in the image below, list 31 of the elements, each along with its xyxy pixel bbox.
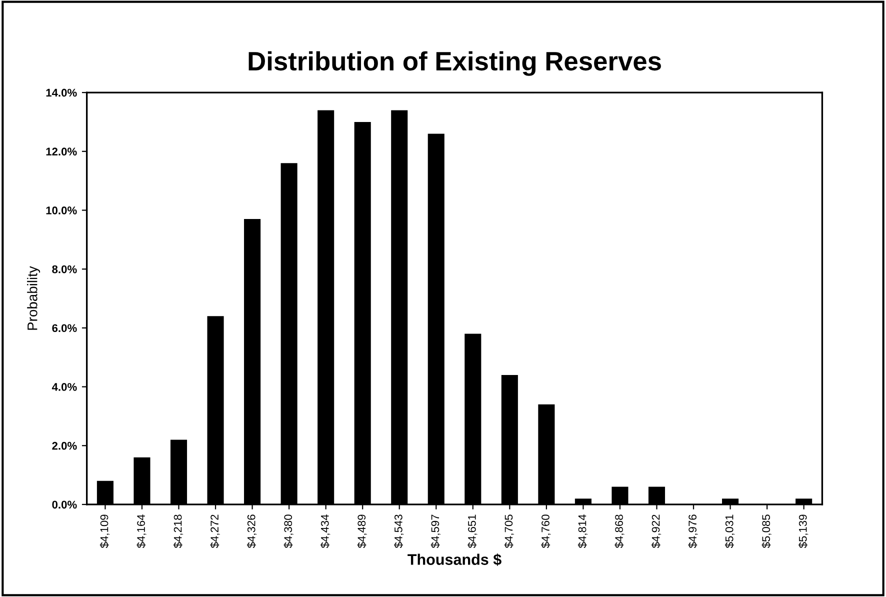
x-tick-label: $4,326: [246, 514, 257, 548]
x-tick-label: $5,031: [724, 514, 735, 548]
x-tick-label: $4,705: [504, 514, 514, 548]
x-tick-label: $4,164: [136, 514, 146, 548]
y-tick-label: 10.0%: [46, 206, 77, 214]
y-tick-label: 6.0%: [52, 324, 77, 332]
x-tick-label: $4,976: [688, 514, 698, 548]
y-tick-label: 12.0%: [46, 148, 77, 156]
x-tick-label: $4,597: [430, 514, 440, 548]
y-tick-label: 2.0%: [52, 442, 77, 450]
x-tick-label: $4,272: [210, 514, 220, 548]
x-tick-label: $5,085: [762, 514, 772, 548]
x-tick-label: $4,218: [173, 514, 184, 548]
y-tick-label: 14.0%: [46, 88, 77, 97]
x-tick-label: $4,922: [651, 514, 662, 548]
x-tick-label: $4,868: [614, 514, 624, 548]
y-tick-label: 0.0%: [52, 500, 77, 509]
x-tick-label: $4,380: [284, 514, 294, 548]
y-tick-label: 4.0%: [52, 383, 77, 391]
chart-title: Distribution of Existing Reserves: [248, 51, 661, 76]
x-tick-label: $5,139: [798, 514, 808, 548]
x-axis-title: Thousands $: [408, 553, 502, 566]
x-tick-label: $4,434: [320, 514, 330, 548]
x-tick-label: $4,814: [578, 514, 588, 548]
y-tick-label: 8.0%: [52, 265, 77, 274]
x-tick-label: $4,109: [100, 514, 110, 548]
x-tick-label: $4,651: [468, 514, 478, 548]
x-tick-label: $4,543: [394, 514, 404, 548]
x-tick-label: $4,760: [541, 514, 551, 548]
x-tick-label: $4,489: [357, 514, 367, 548]
y-axis-title: Probability: [27, 266, 40, 330]
